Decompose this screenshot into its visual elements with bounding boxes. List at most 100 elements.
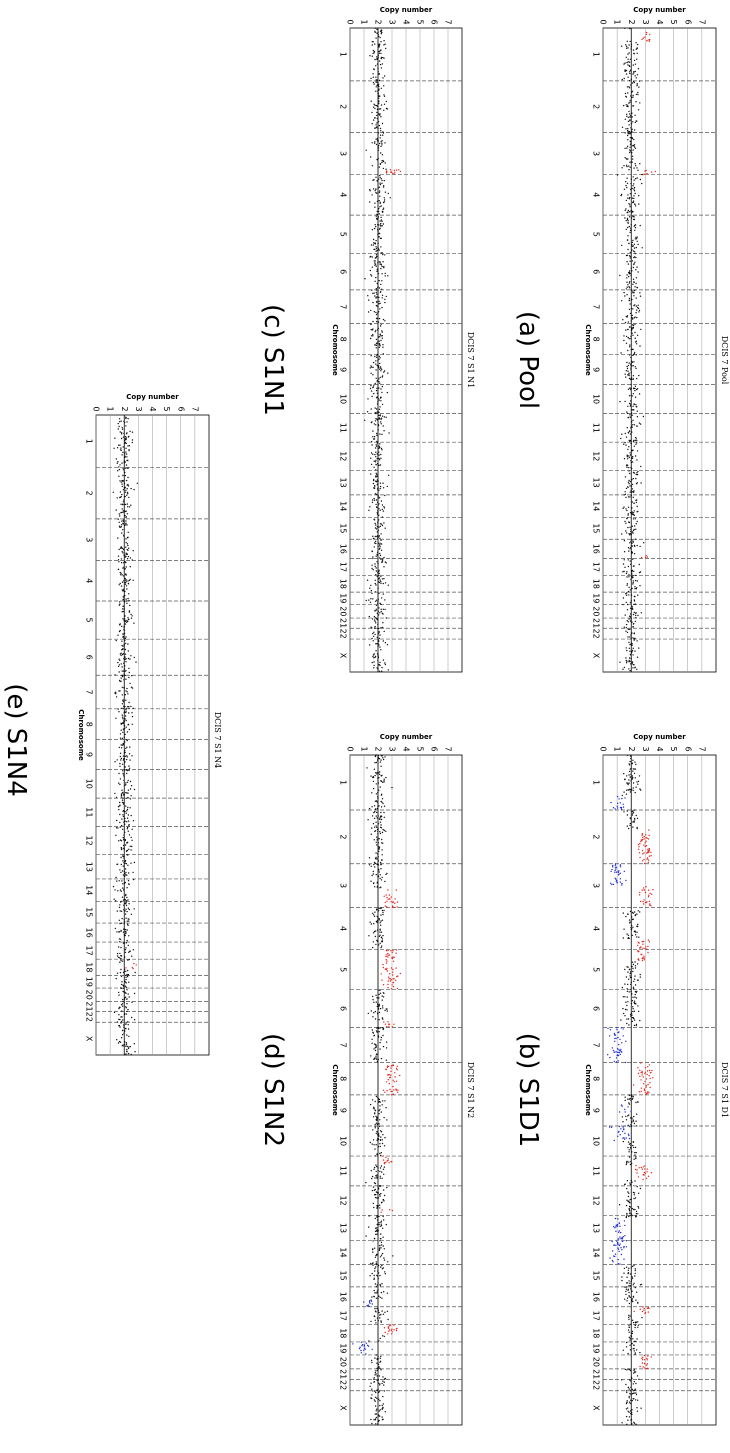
copy-number-point: [374, 930, 377, 932]
copy-number-point: [628, 1149, 630, 1151]
copy-number-point: [374, 257, 376, 259]
copy-number-point: [381, 945, 383, 947]
copy-number-point: [366, 411, 369, 413]
copy-number-point: [123, 838, 125, 840]
copy-number-point: [376, 481, 378, 483]
copy-number-point: [377, 1098, 380, 1100]
copy-number-point: [374, 142, 376, 144]
copy-number-point: [376, 218, 379, 220]
copy-number-point: [376, 440, 378, 443]
copy-number-point: [617, 1231, 620, 1233]
copy-number-point: [382, 487, 385, 489]
copy-number-point: [128, 707, 130, 710]
copy-number-point: [378, 848, 380, 850]
copy-number-point: [375, 347, 377, 349]
copy-number-point: [375, 994, 377, 996]
copy-number-point: [626, 147, 628, 149]
copy-number-point: [639, 224, 641, 227]
copy-number-point: [395, 979, 397, 981]
copy-number-point: [119, 910, 121, 912]
copy-number-point: [380, 1221, 382, 1224]
copy-number-point: [374, 30, 376, 32]
copy-number-point: [383, 85, 385, 87]
copy-number-point: [383, 1390, 386, 1392]
copy-number-point: [116, 931, 118, 933]
copy-number-point: [632, 1338, 634, 1340]
copy-number-point: [382, 758, 385, 761]
copy-number-point: [647, 889, 650, 891]
copy-number-point: [631, 483, 634, 486]
copy-number-point: [369, 587, 371, 589]
copy-number-point: [120, 447, 122, 449]
copy-number-point: [619, 400, 621, 403]
copy-number-point: [374, 117, 376, 119]
copy-number-point: [624, 520, 626, 523]
copy-number-point: [630, 1335, 632, 1337]
copy-number-point: [623, 551, 626, 553]
copy-number-point: [122, 1019, 124, 1021]
copy-number-point: [624, 493, 627, 495]
copy-number-point: [636, 74, 639, 76]
copy-number-point: [647, 1175, 650, 1178]
copy-number-point: [369, 189, 371, 191]
copy-number-point: [631, 211, 633, 214]
copy-number-point: [125, 1022, 127, 1024]
copy-number-point: [391, 906, 394, 908]
copy-number-point: [127, 580, 129, 582]
copy-number-point: [626, 218, 629, 221]
copy-number-point: [626, 620, 628, 622]
copy-number-point: [379, 1048, 381, 1050]
copy-number-point: [630, 388, 632, 391]
copy-number-point: [123, 420, 125, 422]
copy-number-point: [611, 866, 614, 868]
copy-number-point: [123, 628, 125, 631]
copy-number-point: [388, 976, 390, 978]
copy-number-point: [626, 1022, 628, 1025]
copy-number-point: [618, 798, 620, 800]
copy-number-point: [629, 211, 631, 213]
copy-number-point: [125, 520, 127, 522]
copy-number-point: [622, 319, 624, 321]
copy-number-point: [626, 104, 629, 107]
copy-number-point: [380, 806, 383, 808]
copy-number-point: [392, 968, 394, 971]
copy-number-point: [636, 334, 639, 336]
copy-number-point: [380, 924, 382, 926]
copy-number-point: [372, 81, 375, 84]
copy-number-point: [612, 883, 615, 886]
copy-number-point: [623, 506, 625, 508]
copy-number-point: [623, 570, 625, 573]
chromosome-tick-label: X: [339, 653, 348, 659]
copy-number-point: [375, 126, 378, 129]
copy-number-point: [627, 913, 629, 916]
copy-number-point: [124, 581, 127, 584]
copy-number-point: [380, 237, 382, 240]
copy-number-point: [123, 848, 126, 850]
copy-number-point: [628, 1314, 630, 1317]
copy-number-point: [123, 928, 125, 931]
copy-number-point: [630, 387, 632, 390]
copy-number-point: [650, 905, 652, 907]
copy-number-point: [115, 900, 117, 902]
copy-number-point: [382, 425, 384, 427]
copy-number-point: [637, 958, 640, 960]
copy-number-point: [122, 797, 124, 799]
copy-number-point: [627, 321, 629, 323]
copy-number-point: [628, 270, 631, 272]
copy-number-point: [636, 963, 639, 965]
copy-number-point: [637, 1301, 639, 1304]
copy-number-point: [379, 821, 382, 823]
copy-number-point: [382, 318, 385, 321]
copy-number-point: [376, 255, 378, 258]
copy-number-point: [630, 1399, 632, 1401]
copy-number-point: [376, 839, 378, 841]
copy-number-point: [635, 574, 637, 577]
copy-number-point: [630, 485, 633, 487]
copy-number-point: [638, 374, 640, 377]
copy-number-point: [373, 1106, 375, 1109]
copy-number-point: [628, 282, 630, 284]
copy-number-point: [380, 283, 382, 286]
copy-number-point: [629, 405, 632, 407]
copy-number-point: [122, 605, 124, 608]
copy-number-point: [625, 522, 627, 524]
